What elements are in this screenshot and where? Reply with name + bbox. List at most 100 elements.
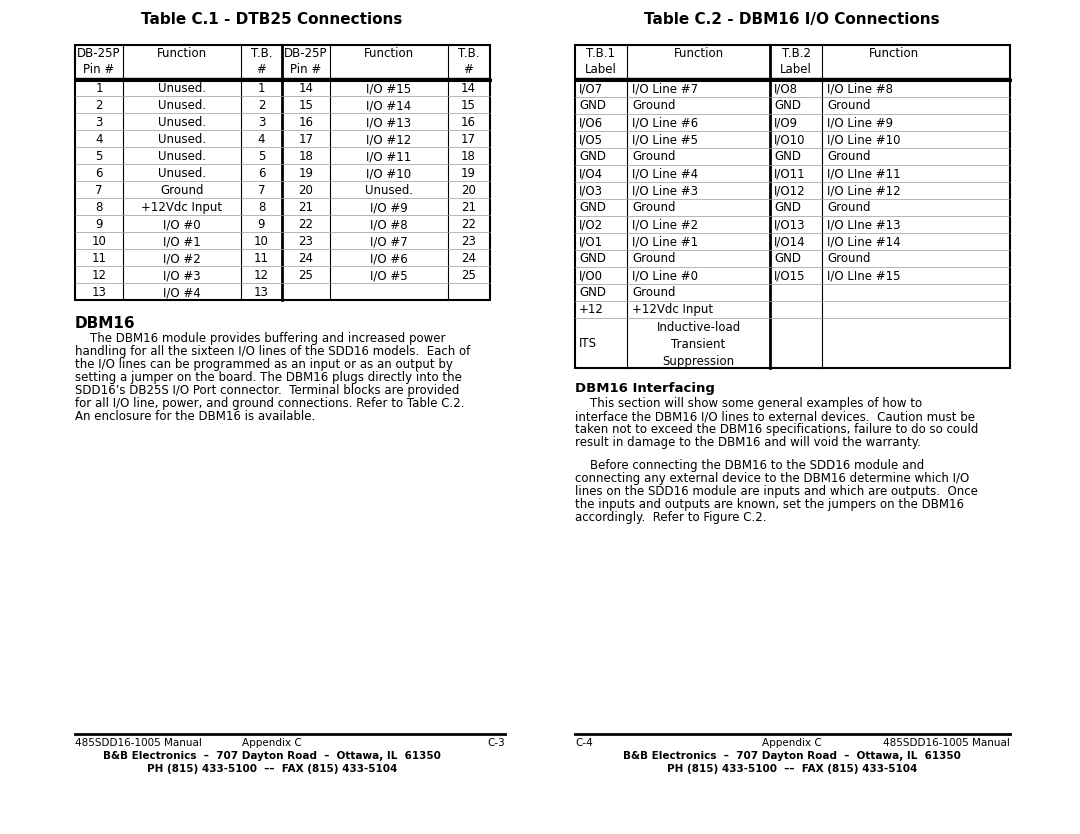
Text: Function: Function xyxy=(157,47,207,60)
Text: GND: GND xyxy=(774,150,801,163)
Text: I/O14: I/O14 xyxy=(774,235,806,248)
Text: 7: 7 xyxy=(95,184,103,197)
Text: I/O Line #12: I/O Line #12 xyxy=(827,184,901,197)
Text: Unused.: Unused. xyxy=(158,116,206,129)
Text: I/O LIne #11: I/O LIne #11 xyxy=(827,167,901,180)
Text: Unused.: Unused. xyxy=(158,99,206,112)
Text: Ground: Ground xyxy=(632,99,675,112)
Bar xyxy=(75,45,490,300)
Text: GND: GND xyxy=(774,99,801,112)
Text: I/O15: I/O15 xyxy=(774,269,806,282)
Text: the I/O lines can be programmed as an input or as an output by: the I/O lines can be programmed as an in… xyxy=(75,358,453,371)
Text: +12Vdc Input: +12Vdc Input xyxy=(632,303,713,316)
Text: Ground: Ground xyxy=(827,99,870,112)
Text: Unused.: Unused. xyxy=(158,150,206,163)
Text: Unused.: Unused. xyxy=(158,82,206,95)
Text: 16: 16 xyxy=(298,116,313,129)
Text: 23: 23 xyxy=(461,235,476,248)
Text: 9: 9 xyxy=(258,218,266,231)
Text: I/O #8: I/O #8 xyxy=(370,218,408,231)
Text: DB-25P
Pin #: DB-25P Pin # xyxy=(78,47,121,76)
Text: 12: 12 xyxy=(92,269,107,282)
Text: 5: 5 xyxy=(258,150,266,163)
Text: Unused.: Unused. xyxy=(158,167,206,180)
Text: 24: 24 xyxy=(298,252,313,265)
Text: I/O Line #7: I/O Line #7 xyxy=(632,82,698,95)
Text: Ground: Ground xyxy=(632,252,675,265)
Text: 8: 8 xyxy=(258,201,266,214)
Text: Ground: Ground xyxy=(827,201,870,214)
Text: I/O #1: I/O #1 xyxy=(163,235,201,248)
Text: 6: 6 xyxy=(95,167,103,180)
Text: Function: Function xyxy=(364,47,414,60)
Text: I/O #7: I/O #7 xyxy=(370,235,408,248)
Text: I/O #0: I/O #0 xyxy=(163,218,201,231)
Text: I/O #9: I/O #9 xyxy=(370,201,408,214)
Text: 4: 4 xyxy=(258,133,266,146)
Text: 23: 23 xyxy=(298,235,313,248)
Text: 10: 10 xyxy=(92,235,107,248)
Text: 11: 11 xyxy=(92,252,107,265)
Text: I/O #2: I/O #2 xyxy=(163,252,201,265)
Text: 2: 2 xyxy=(95,99,103,112)
Text: Table C.2 - DBM16 I/O Connections: Table C.2 - DBM16 I/O Connections xyxy=(644,12,940,27)
Text: I/O Line #14: I/O Line #14 xyxy=(827,235,901,248)
Text: Unused.: Unused. xyxy=(365,184,413,197)
Text: 25: 25 xyxy=(298,269,313,282)
Text: Function: Function xyxy=(674,47,724,60)
Text: 4: 4 xyxy=(95,133,103,146)
Text: I/O #15: I/O #15 xyxy=(366,82,411,95)
Text: 485SDD16-1005 Manual: 485SDD16-1005 Manual xyxy=(75,738,202,748)
Text: 10: 10 xyxy=(254,235,269,248)
Text: I/O7: I/O7 xyxy=(579,82,603,95)
Text: I/O #5: I/O #5 xyxy=(370,269,408,282)
Text: 20: 20 xyxy=(298,184,313,197)
Text: Ground: Ground xyxy=(827,252,870,265)
Text: 15: 15 xyxy=(461,99,476,112)
Text: Function: Function xyxy=(868,47,919,60)
Text: Table C.1 - DTB25 Connections: Table C.1 - DTB25 Connections xyxy=(141,12,403,27)
Text: The DBM16 module provides buffering and increased power: The DBM16 module provides buffering and … xyxy=(75,332,446,345)
Text: T.B.1
Label: T.B.1 Label xyxy=(585,47,617,76)
Text: 2: 2 xyxy=(258,99,266,112)
Text: 5: 5 xyxy=(95,150,103,163)
Text: DB-25P
Pin #: DB-25P Pin # xyxy=(284,47,327,76)
Text: GND: GND xyxy=(774,201,801,214)
Text: I/O Line #10: I/O Line #10 xyxy=(827,133,901,146)
Text: 19: 19 xyxy=(298,167,313,180)
Text: 17: 17 xyxy=(298,133,313,146)
Text: 13: 13 xyxy=(254,286,269,299)
Text: I/O Line #4: I/O Line #4 xyxy=(632,167,698,180)
Text: I/O Line #2: I/O Line #2 xyxy=(632,218,698,231)
Text: 18: 18 xyxy=(461,150,476,163)
Text: T.B.
#: T.B. # xyxy=(458,47,480,76)
Text: lines on the SDD16 module are inputs and which are outputs.  Once: lines on the SDD16 module are inputs and… xyxy=(575,485,977,498)
Text: Inductive-load
Transient
Suppression: Inductive-load Transient Suppression xyxy=(657,321,741,368)
Text: 13: 13 xyxy=(92,286,107,299)
Text: I/O1: I/O1 xyxy=(579,235,603,248)
Text: I/O LIne #13: I/O LIne #13 xyxy=(827,218,901,231)
Text: I/O Line #8: I/O Line #8 xyxy=(827,82,893,95)
Text: I/O #6: I/O #6 xyxy=(370,252,408,265)
Text: connecting any external device to the DBM16 determine which I/O: connecting any external device to the DB… xyxy=(575,472,969,485)
Text: 15: 15 xyxy=(298,99,313,112)
Text: 3: 3 xyxy=(258,116,266,129)
Text: I/O3: I/O3 xyxy=(579,184,603,197)
Text: DBM16: DBM16 xyxy=(75,316,136,331)
Text: 485SDD16-1005 Manual: 485SDD16-1005 Manual xyxy=(883,738,1010,748)
Text: GND: GND xyxy=(579,286,606,299)
Text: interface the DBM16 I/O lines to external devices.  Caution must be: interface the DBM16 I/O lines to externa… xyxy=(575,410,975,423)
Text: 22: 22 xyxy=(298,218,313,231)
Text: 21: 21 xyxy=(461,201,476,214)
Text: B&B Electronics  –  707 Dayton Road  –  Ottawa, IL  61350: B&B Electronics – 707 Dayton Road – Otta… xyxy=(103,751,441,761)
Text: I/O Line #6: I/O Line #6 xyxy=(632,116,698,129)
Text: I/O2: I/O2 xyxy=(579,218,603,231)
Text: 11: 11 xyxy=(254,252,269,265)
Text: I/O Line #9: I/O Line #9 xyxy=(827,116,893,129)
Text: T.B.
#: T.B. # xyxy=(251,47,272,76)
Text: I/O13: I/O13 xyxy=(774,218,806,231)
Text: 24: 24 xyxy=(461,252,476,265)
Text: I/O #3: I/O #3 xyxy=(163,269,201,282)
Text: I/O10: I/O10 xyxy=(774,133,806,146)
Text: Before connecting the DBM16 to the SDD16 module and: Before connecting the DBM16 to the SDD16… xyxy=(575,459,924,472)
